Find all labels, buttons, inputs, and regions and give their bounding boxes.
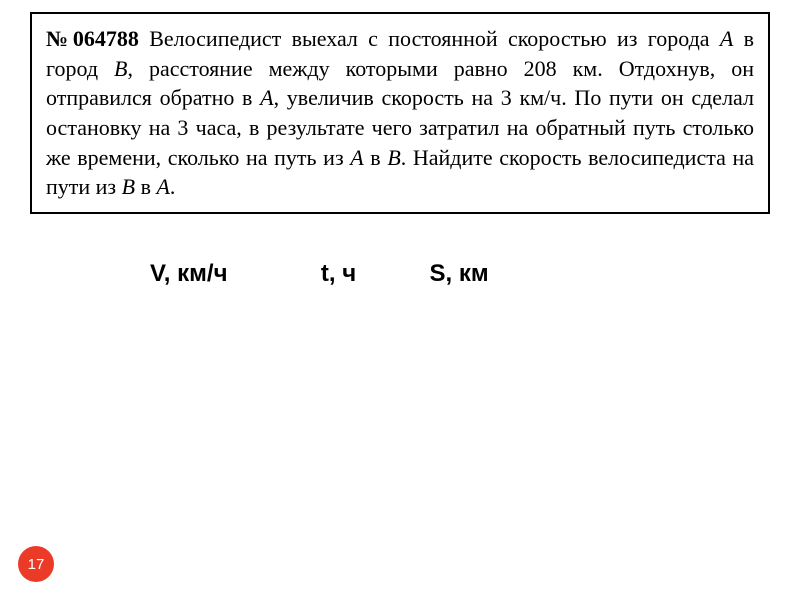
- city-a-4: А: [156, 174, 169, 199]
- problem-box: №064788 Велосипедист выехал с постоянной…: [30, 12, 770, 214]
- city-b-3: В: [122, 174, 135, 199]
- problem-text: №064788 Велосипедист выехал с постоянной…: [46, 24, 754, 202]
- table-headers: V, км/ч t, ч S, км: [150, 260, 489, 288]
- city-a-2: А: [260, 85, 273, 110]
- city-a-1: А: [720, 26, 733, 51]
- header-distance: S, км: [429, 260, 488, 288]
- text-part-0: Велосипедист выехал с постоянной скорост…: [139, 26, 720, 51]
- page-number-badge: 17: [18, 546, 54, 582]
- city-b-2: В: [387, 145, 400, 170]
- city-b-1: В: [114, 56, 127, 81]
- text-part-4: в: [364, 145, 388, 170]
- text-part-6: в: [135, 174, 156, 199]
- problem-number: №064788: [46, 26, 139, 51]
- city-a-3: А: [350, 145, 363, 170]
- text-part-7: .: [170, 174, 176, 199]
- header-time: t, ч: [321, 260, 356, 288]
- header-velocity: V, км/ч: [150, 260, 228, 288]
- page-number: 17: [28, 556, 45, 573]
